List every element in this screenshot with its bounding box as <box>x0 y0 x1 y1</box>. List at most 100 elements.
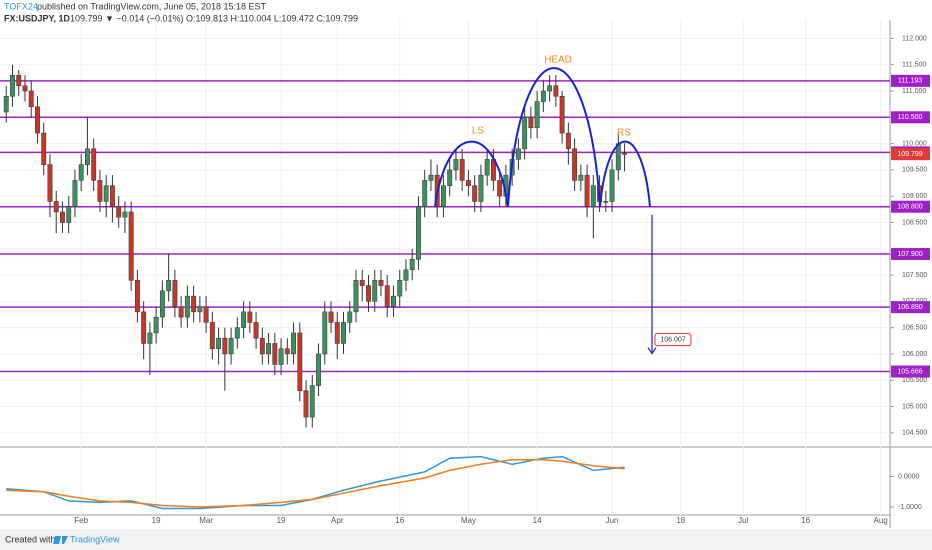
level-label-box <box>891 248 930 261</box>
target-label: 106.007 <box>660 336 685 343</box>
published: published on TradingView.com, June 05, 2… <box>37 1 266 11</box>
level-label-box <box>891 74 930 87</box>
candle-body <box>422 180 428 207</box>
candle-body <box>28 90 34 108</box>
level-label: 108.800 <box>897 204 922 211</box>
candle-body <box>191 295 197 313</box>
level-label: 107.900 <box>897 251 922 258</box>
candle-body <box>3 96 9 113</box>
candle-body <box>316 353 321 386</box>
level-label-box <box>891 365 930 378</box>
x-tick-label: Mar <box>199 516 213 525</box>
level-label: 111.193 <box>898 78 922 85</box>
candle-body <box>409 259 415 271</box>
candle-body <box>141 311 147 344</box>
y-tick-label: 108.500 <box>902 219 927 226</box>
annotation: HEAD <box>544 55 572 66</box>
brand-logo <box>53 536 68 544</box>
level-label: 110.500 <box>898 114 923 121</box>
candle-body <box>590 185 596 207</box>
author[interactable]: TOFX24 <box>4 1 38 11</box>
candle-body <box>428 174 434 181</box>
candle-body <box>459 159 465 181</box>
candle-body <box>72 180 78 207</box>
candle-body <box>565 132 571 150</box>
candle-body <box>540 90 546 102</box>
candle-body <box>35 106 40 134</box>
candle-body <box>441 185 446 207</box>
candle-body <box>22 85 28 92</box>
candle-body <box>547 85 553 92</box>
candle-body <box>572 148 578 181</box>
candle-body <box>53 201 59 213</box>
candle-body <box>353 280 359 313</box>
y-tick-label: 107.500 <box>902 272 927 279</box>
candle-body <box>122 211 128 218</box>
last-price-label: 109.799 <box>897 151 922 158</box>
candle-body <box>159 290 165 318</box>
candle-body <box>322 311 328 355</box>
level-label: 106.890 <box>897 304 922 311</box>
candle-body <box>453 159 459 171</box>
y-tick-label: 104.500 <box>902 430 927 437</box>
level-label-box <box>891 111 930 124</box>
candle-body <box>472 185 478 202</box>
candle-body <box>147 332 153 344</box>
candle-body <box>328 311 334 323</box>
candle-body <box>515 148 521 160</box>
candle-body <box>103 185 109 202</box>
x-tick-label: Jun <box>606 516 619 525</box>
candle-body <box>341 322 346 344</box>
y-tick-label: 111.000 <box>902 88 926 95</box>
indicator-line <box>6 458 625 508</box>
annotation: RS <box>617 128 631 139</box>
quote: 109.799 ▼ −0.014 (−0.01%) O:109.813 H:11… <box>70 13 358 23</box>
candle-body <box>366 285 371 302</box>
candle-body <box>241 311 247 328</box>
annotation: LS <box>472 126 485 137</box>
candle-body <box>153 316 159 334</box>
x-tick-label: 16 <box>395 516 404 525</box>
x-tick-label: 14 <box>533 516 542 525</box>
x-tick-label: Aug <box>874 516 888 525</box>
candle-body <box>178 306 184 318</box>
x-tick-label: 19 <box>152 516 161 525</box>
x-tick-label: Feb <box>74 516 88 525</box>
level-label-box <box>891 301 930 314</box>
y-tick-label: 110.000 <box>902 140 927 147</box>
candle-body <box>266 343 271 355</box>
footer-brand[interactable]: TradingView <box>70 534 120 544</box>
candle-body <box>78 164 84 181</box>
candle-body <box>91 148 97 181</box>
y-tick-label: 105.500 <box>902 377 927 384</box>
candle-body <box>534 101 540 129</box>
footer-bar <box>0 529 932 550</box>
candle-body <box>128 211 134 281</box>
last-price-box <box>891 148 930 161</box>
candle-body <box>66 206 72 223</box>
candle-body <box>284 348 290 355</box>
candle-body <box>172 280 178 307</box>
candle-body <box>197 306 203 313</box>
target-label-box <box>654 333 692 347</box>
y-tick-label: 112.000 <box>902 35 927 42</box>
candle-body <box>16 74 22 86</box>
x-tick-label: 16 <box>801 516 810 525</box>
candle-body <box>553 85 559 97</box>
candle-body <box>609 169 615 202</box>
x-tick-label: 19 <box>277 516 286 525</box>
y-tick-label: 109.000 <box>902 193 927 200</box>
candle-body <box>297 332 303 392</box>
candle-body <box>184 295 190 318</box>
level-label: 105.666 <box>897 368 922 375</box>
candle-body <box>222 337 228 355</box>
candle-body <box>484 159 490 176</box>
candle-body <box>134 280 140 313</box>
footer-created: Created with <box>5 534 56 544</box>
x-tick-label: May <box>461 516 476 525</box>
pattern-head <box>507 67 601 207</box>
candle-body <box>234 327 240 339</box>
candle-body <box>447 169 453 186</box>
